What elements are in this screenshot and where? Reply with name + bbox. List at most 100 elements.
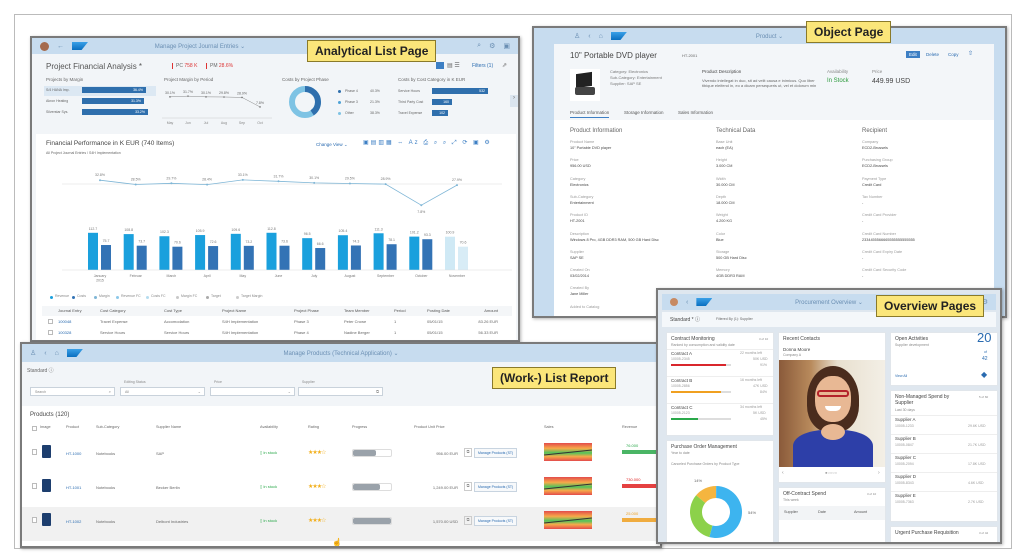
change-view-dropdown[interactable]: Change View ⌄ xyxy=(316,142,348,147)
user-icon[interactable]: ♙ xyxy=(574,33,581,40)
filter-input-supplier[interactable]: ⧉ xyxy=(298,387,383,396)
search-icon[interactable]: ⌕ xyxy=(477,42,482,49)
back-icon[interactable]: ‹ xyxy=(686,298,689,306)
legend-item[interactable]: Target Margin xyxy=(241,294,263,298)
variant-selector[interactable]: Standard ⓘ xyxy=(27,368,54,374)
legend-item[interactable]: Target xyxy=(211,294,221,298)
product-link[interactable]: HT-1000 xyxy=(66,451,82,456)
column-header[interactable]: Period xyxy=(394,308,406,313)
carousel-prev-button[interactable]: ‹ xyxy=(782,470,784,476)
row-checkbox[interactable] xyxy=(48,330,53,335)
sales-bullet-chart[interactable] xyxy=(544,443,592,461)
supplier-name[interactable]: Supplier E xyxy=(895,493,916,498)
revenue-bar[interactable] xyxy=(622,484,660,488)
contract-name[interactable]: Contract C xyxy=(671,405,693,410)
manage-products-button[interactable]: Manage Products (ST) xyxy=(474,516,518,526)
column-header[interactable]: Cost Category xyxy=(100,308,126,313)
kpi-pm[interactable]: PM 28.6% xyxy=(206,63,233,69)
share-icon[interactable]: ⇗ xyxy=(502,63,508,69)
journal-entry-link[interactable]: 100328 xyxy=(58,330,72,335)
supplier-name[interactable]: Supplier A xyxy=(895,417,916,422)
variant-selector[interactable]: Standard * ⓘ xyxy=(670,317,701,323)
tab-sales-information[interactable]: Sales Information xyxy=(678,110,714,115)
non-managed-spend-card[interactable] xyxy=(890,390,998,522)
margin-bar[interactable]: 36.4% xyxy=(82,87,146,93)
filter-input-editing-status[interactable]: All ⌄ xyxy=(120,387,205,396)
legend-item[interactable]: Margin xyxy=(99,294,110,298)
column-header[interactable]: Amount xyxy=(854,510,868,514)
home-icon[interactable]: ⌂ xyxy=(598,32,603,40)
copy-icon[interactable]: ⧉ xyxy=(464,516,472,525)
row-checkbox[interactable] xyxy=(32,517,37,523)
margin-by-period-chart[interactable]: May 30.1% Jun 31.7% Jul 30.1% Aug 29.8% Sep 28.9%… xyxy=(162,82,272,127)
back-icon[interactable]: ← xyxy=(57,42,64,50)
row-checkbox[interactable] xyxy=(32,483,37,489)
legend-item[interactable]: Margin FC xyxy=(181,294,198,298)
column-header[interactable]: Project Name xyxy=(222,308,247,313)
back-icon[interactable]: ‹ xyxy=(44,349,47,357)
tab-storage-information[interactable]: Storage Information xyxy=(624,110,664,115)
avatar[interactable] xyxy=(670,298,678,306)
column-header[interactable]: Journal Entry xyxy=(58,308,82,313)
journal-entry-link[interactable]: 100048 xyxy=(58,319,72,324)
row-checkbox[interactable] xyxy=(48,319,53,324)
revenue-bar[interactable] xyxy=(622,518,660,522)
contract-name[interactable]: Contract B xyxy=(671,378,693,383)
column-header[interactable]: Supplier Name xyxy=(156,425,182,429)
manage-products-button[interactable]: Manage Products (ST) xyxy=(474,482,518,492)
column-header[interactable]: Cost Type xyxy=(164,308,182,313)
filters-button[interactable]: Filters (1) xyxy=(472,63,494,69)
supplier-name[interactable]: Supplier C xyxy=(895,455,917,460)
kpi-pc[interactable]: PC 758 K xyxy=(172,63,197,69)
margin-bar[interactable]: 33.2% xyxy=(82,109,148,115)
column-header[interactable]: Rating xyxy=(308,425,319,429)
column-header[interactable]: Revenue xyxy=(622,425,638,429)
chart-view-toggle[interactable] xyxy=(436,62,444,69)
column-header[interactable]: Date xyxy=(818,510,827,514)
category-bar[interactable]: 532 xyxy=(432,88,488,94)
manage-products-button[interactable]: Manage Products (ST) xyxy=(474,448,518,458)
category-bar[interactable]: 160 xyxy=(432,99,452,105)
delete-button[interactable]: Delete xyxy=(926,52,940,57)
row-checkbox[interactable] xyxy=(32,449,37,455)
carousel-next-arrow[interactable]: › xyxy=(510,95,518,107)
user-icon[interactable]: ♙ xyxy=(30,350,37,357)
filter-input-search[interactable]: Search ⌕ xyxy=(30,387,115,396)
column-header[interactable]: Sub-Category xyxy=(96,425,120,429)
column-header[interactable]: Project Phase xyxy=(294,308,319,313)
app-title[interactable]: Manage Products (Technical Application) … xyxy=(283,350,399,357)
column-header[interactable]: Availability xyxy=(260,425,278,429)
column-header[interactable]: Product xyxy=(66,425,80,429)
share-icon[interactable]: ⇧ xyxy=(968,51,974,57)
carousel-next-button[interactable]: › xyxy=(878,470,880,476)
margin-bar[interactable]: 31.3% xyxy=(82,98,144,104)
column-header[interactable]: Product Unit Price xyxy=(414,425,445,429)
edit-button[interactable]: Edit xyxy=(906,51,920,58)
legend-item[interactable]: Costs xyxy=(77,294,86,298)
column-header[interactable]: Amount xyxy=(484,308,498,313)
contact-name[interactable]: Donna Moore xyxy=(783,347,811,352)
product-link[interactable]: HT-1001 xyxy=(66,485,82,490)
canceled-orders-donut[interactable]: 14% 54% xyxy=(678,470,768,544)
product-link[interactable]: HT-1002 xyxy=(66,519,82,524)
legend-item[interactable]: Costs FC xyxy=(151,294,166,298)
settings-icon[interactable]: ⚙ xyxy=(489,43,496,50)
back-icon[interactable]: ‹ xyxy=(588,32,591,40)
header-checkbox[interactable] xyxy=(32,426,37,431)
revenue-bar[interactable] xyxy=(622,450,660,454)
chart-toolbar[interactable]: ▣▤▥▦ ⇔ Az ⎙ ⌕ ⌕ ⤢ ⟳ ▣ ⚙ xyxy=(363,140,492,146)
supplier-name[interactable]: Supplier B xyxy=(895,436,916,441)
home-icon[interactable]: ⌂ xyxy=(54,349,59,357)
column-header[interactable]: Posting Date xyxy=(427,308,450,313)
column-header[interactable]: Team Member xyxy=(344,308,370,313)
column-header[interactable]: Supplier xyxy=(784,510,798,514)
column-header[interactable]: Sales xyxy=(544,425,554,429)
sales-bullet-chart[interactable] xyxy=(544,477,592,495)
copy-button[interactable]: Copy xyxy=(948,52,959,57)
column-header[interactable]: Progress xyxy=(352,425,368,429)
urgent-requisition-card[interactable] xyxy=(890,526,998,542)
column-header[interactable]: Image xyxy=(40,425,51,429)
legend-item[interactable]: Revenue FC xyxy=(121,294,141,298)
carousel-indicator[interactable]: ●○○○○ xyxy=(825,470,838,475)
